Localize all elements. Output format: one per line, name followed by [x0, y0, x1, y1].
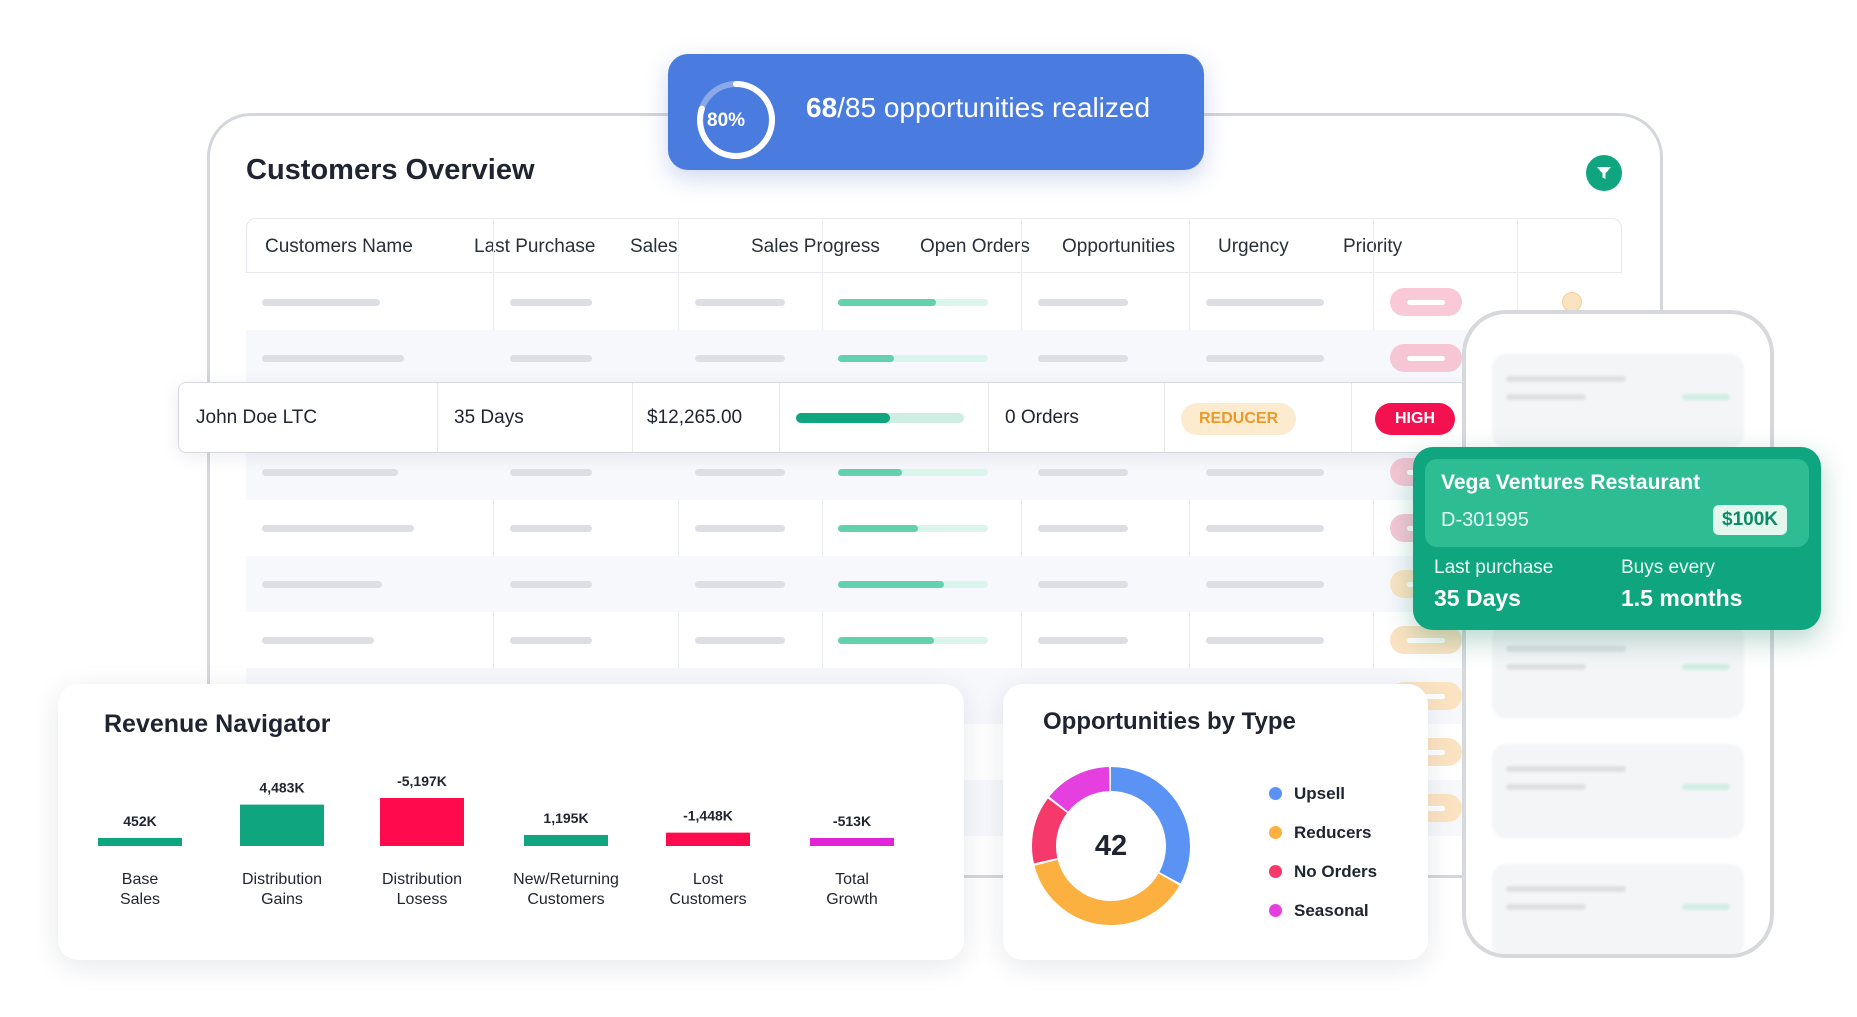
customer-detail-id: D-301995 [1441, 509, 1529, 531]
donut-slice-upsell[interactable] [1032, 767, 1190, 925]
table-row[interactable] [246, 612, 1622, 668]
opportunities-summary: 68/85 opportunities realized [806, 92, 1150, 124]
bar-category-label: Distribution [382, 871, 462, 888]
column-header-opportunities[interactable]: Opportunities [1062, 236, 1176, 257]
bar-value-label: -1,448K [683, 808, 733, 824]
bar-category-label: Lost [693, 871, 724, 888]
customer-detail-amount: $100K [1713, 505, 1787, 535]
mobile-preview [1462, 310, 1774, 958]
opportunities-by-type-card: Opportunities by Type 42 Upsell Reducers N… [1003, 684, 1428, 960]
column-header-priority[interactable]: Priority [1343, 219, 1402, 274]
opportunities-legend: Upsell Reducers No Orders Seasonal [1269, 774, 1377, 930]
opportunities-total: 42 [1094, 830, 1128, 862]
column-divider [1373, 218, 1374, 878]
customer-detail-card[interactable]: Vega Ventures Restaurant D-301995 $100K … [1413, 447, 1821, 630]
legend-label: No Orders [1294, 861, 1378, 881]
revenue-title: Revenue Navigator [104, 710, 331, 738]
bar-lost-customers[interactable] [666, 832, 750, 846]
open-orders-value: 0 Orders [1005, 407, 1079, 428]
bar-value-label: 1,195K [543, 810, 588, 826]
customer-detail-name: Vega Ventures Restaurant [1441, 471, 1701, 494]
column-divider [493, 218, 494, 878]
bar-distribution-gains[interactable] [240, 804, 324, 846]
last-purchase-detail: 35 Days [1434, 585, 1521, 611]
table-row[interactable] [246, 556, 1622, 612]
bar-category-label: Growth [826, 891, 878, 908]
column-divider [822, 218, 823, 878]
donut-slice-no-orders[interactable] [1032, 767, 1190, 925]
bar-category-label: Customers [527, 891, 604, 908]
column-header-sales-progress[interactable]: Sales Progress [751, 236, 880, 257]
column-header-last-purchase[interactable]: Last Purchase [474, 236, 596, 257]
legend-item[interactable]: Seasonal [1269, 891, 1377, 930]
buys-every-label: Buys every [1621, 557, 1715, 578]
progress-gauge [697, 81, 775, 159]
legend-item[interactable]: No Orders [1269, 852, 1377, 891]
column-divider [1021, 218, 1022, 878]
last-purchase-value: 35 Days [454, 407, 524, 428]
customer-row-selected[interactable]: John Doe LTC 35 Days $12,265.00 0 Orders… [178, 382, 1468, 453]
realized-count: 68 [806, 92, 838, 123]
sales-progress-bar [796, 413, 964, 423]
table-header: Customers Name Last Purchase Sales Sales… [246, 218, 1622, 273]
page-title: Customers Overview [246, 154, 535, 186]
legend-dot [1269, 826, 1282, 839]
buys-every-value: 1.5 months [1621, 585, 1743, 611]
bar-category-label: Gains [261, 891, 303, 908]
gauge-percent: 80% [707, 110, 746, 131]
legend-label: Reducers [1294, 822, 1372, 842]
bar-value-label: -513K [833, 813, 871, 829]
opportunity-badge: REDUCER [1181, 403, 1297, 435]
urgency-badge: HIGH [1375, 403, 1455, 435]
column-divider [1189, 218, 1190, 878]
bar-base-sales[interactable] [98, 838, 182, 846]
filter-button[interactable] [1586, 155, 1622, 191]
bar-category-label: New/Returning [513, 871, 619, 888]
bar-value-label: 4,483K [259, 780, 304, 796]
sales-value: $12,265.00 [647, 407, 743, 428]
last-purchase-label: Last purchase [1434, 557, 1554, 578]
bar-total-growth[interactable] [810, 838, 894, 846]
bar-category-label: Customers [669, 891, 746, 908]
column-header-name[interactable]: Customers Name [265, 236, 413, 257]
bar-category-label: Total [835, 871, 869, 888]
bar-new-returning-customers[interactable] [524, 834, 608, 846]
filter-icon [1597, 167, 1611, 179]
bar-category-label: Losess [397, 891, 448, 908]
table-row[interactable] [246, 330, 1622, 386]
legend-label: Upsell [1294, 783, 1346, 803]
realized-rest: /85 opportunities realized [837, 92, 1151, 123]
donut-slice-reducers[interactable] [1032, 767, 1190, 925]
bar-value-label: -5,197K [397, 773, 447, 789]
legend-dot [1269, 904, 1282, 917]
revenue-bar-chart: 452K Base Sales 4,483K Distribution Gains -5,1… [98, 773, 894, 908]
legend-dot [1269, 865, 1282, 878]
bar-category-label: Sales [120, 891, 160, 908]
revenue-navigator-card: 452K Base Sales 4,483K Distribution Gains -5,1… [58, 684, 964, 960]
table-row[interactable] [246, 444, 1622, 500]
column-divider [678, 218, 679, 878]
bar-distribution-losess[interactable] [380, 798, 464, 846]
sales-progress-fill [796, 413, 891, 423]
opportunities-title: Opportunities by Type [1043, 708, 1296, 735]
bar-category-label: Distribution [242, 871, 322, 888]
column-header-urgency[interactable]: Urgency [1218, 236, 1289, 257]
column-header-sales[interactable]: Sales [630, 236, 678, 257]
table-row[interactable] [246, 274, 1622, 330]
opportunities-banner: 80% 68/85 opportunities realized [668, 54, 1204, 170]
bar-category-label: Base [122, 871, 159, 888]
legend-item[interactable]: Upsell [1269, 774, 1377, 813]
legend-item[interactable]: Reducers [1269, 813, 1377, 852]
legend-dot [1269, 787, 1282, 800]
legend-label: Seasonal [1294, 900, 1369, 920]
column-header-open-orders[interactable]: Open Orders [920, 236, 1030, 257]
opportunities-donut-chart [1032, 767, 1190, 925]
bar-value-label: 452K [123, 813, 156, 829]
customer-name: John Doe LTC [196, 407, 318, 428]
